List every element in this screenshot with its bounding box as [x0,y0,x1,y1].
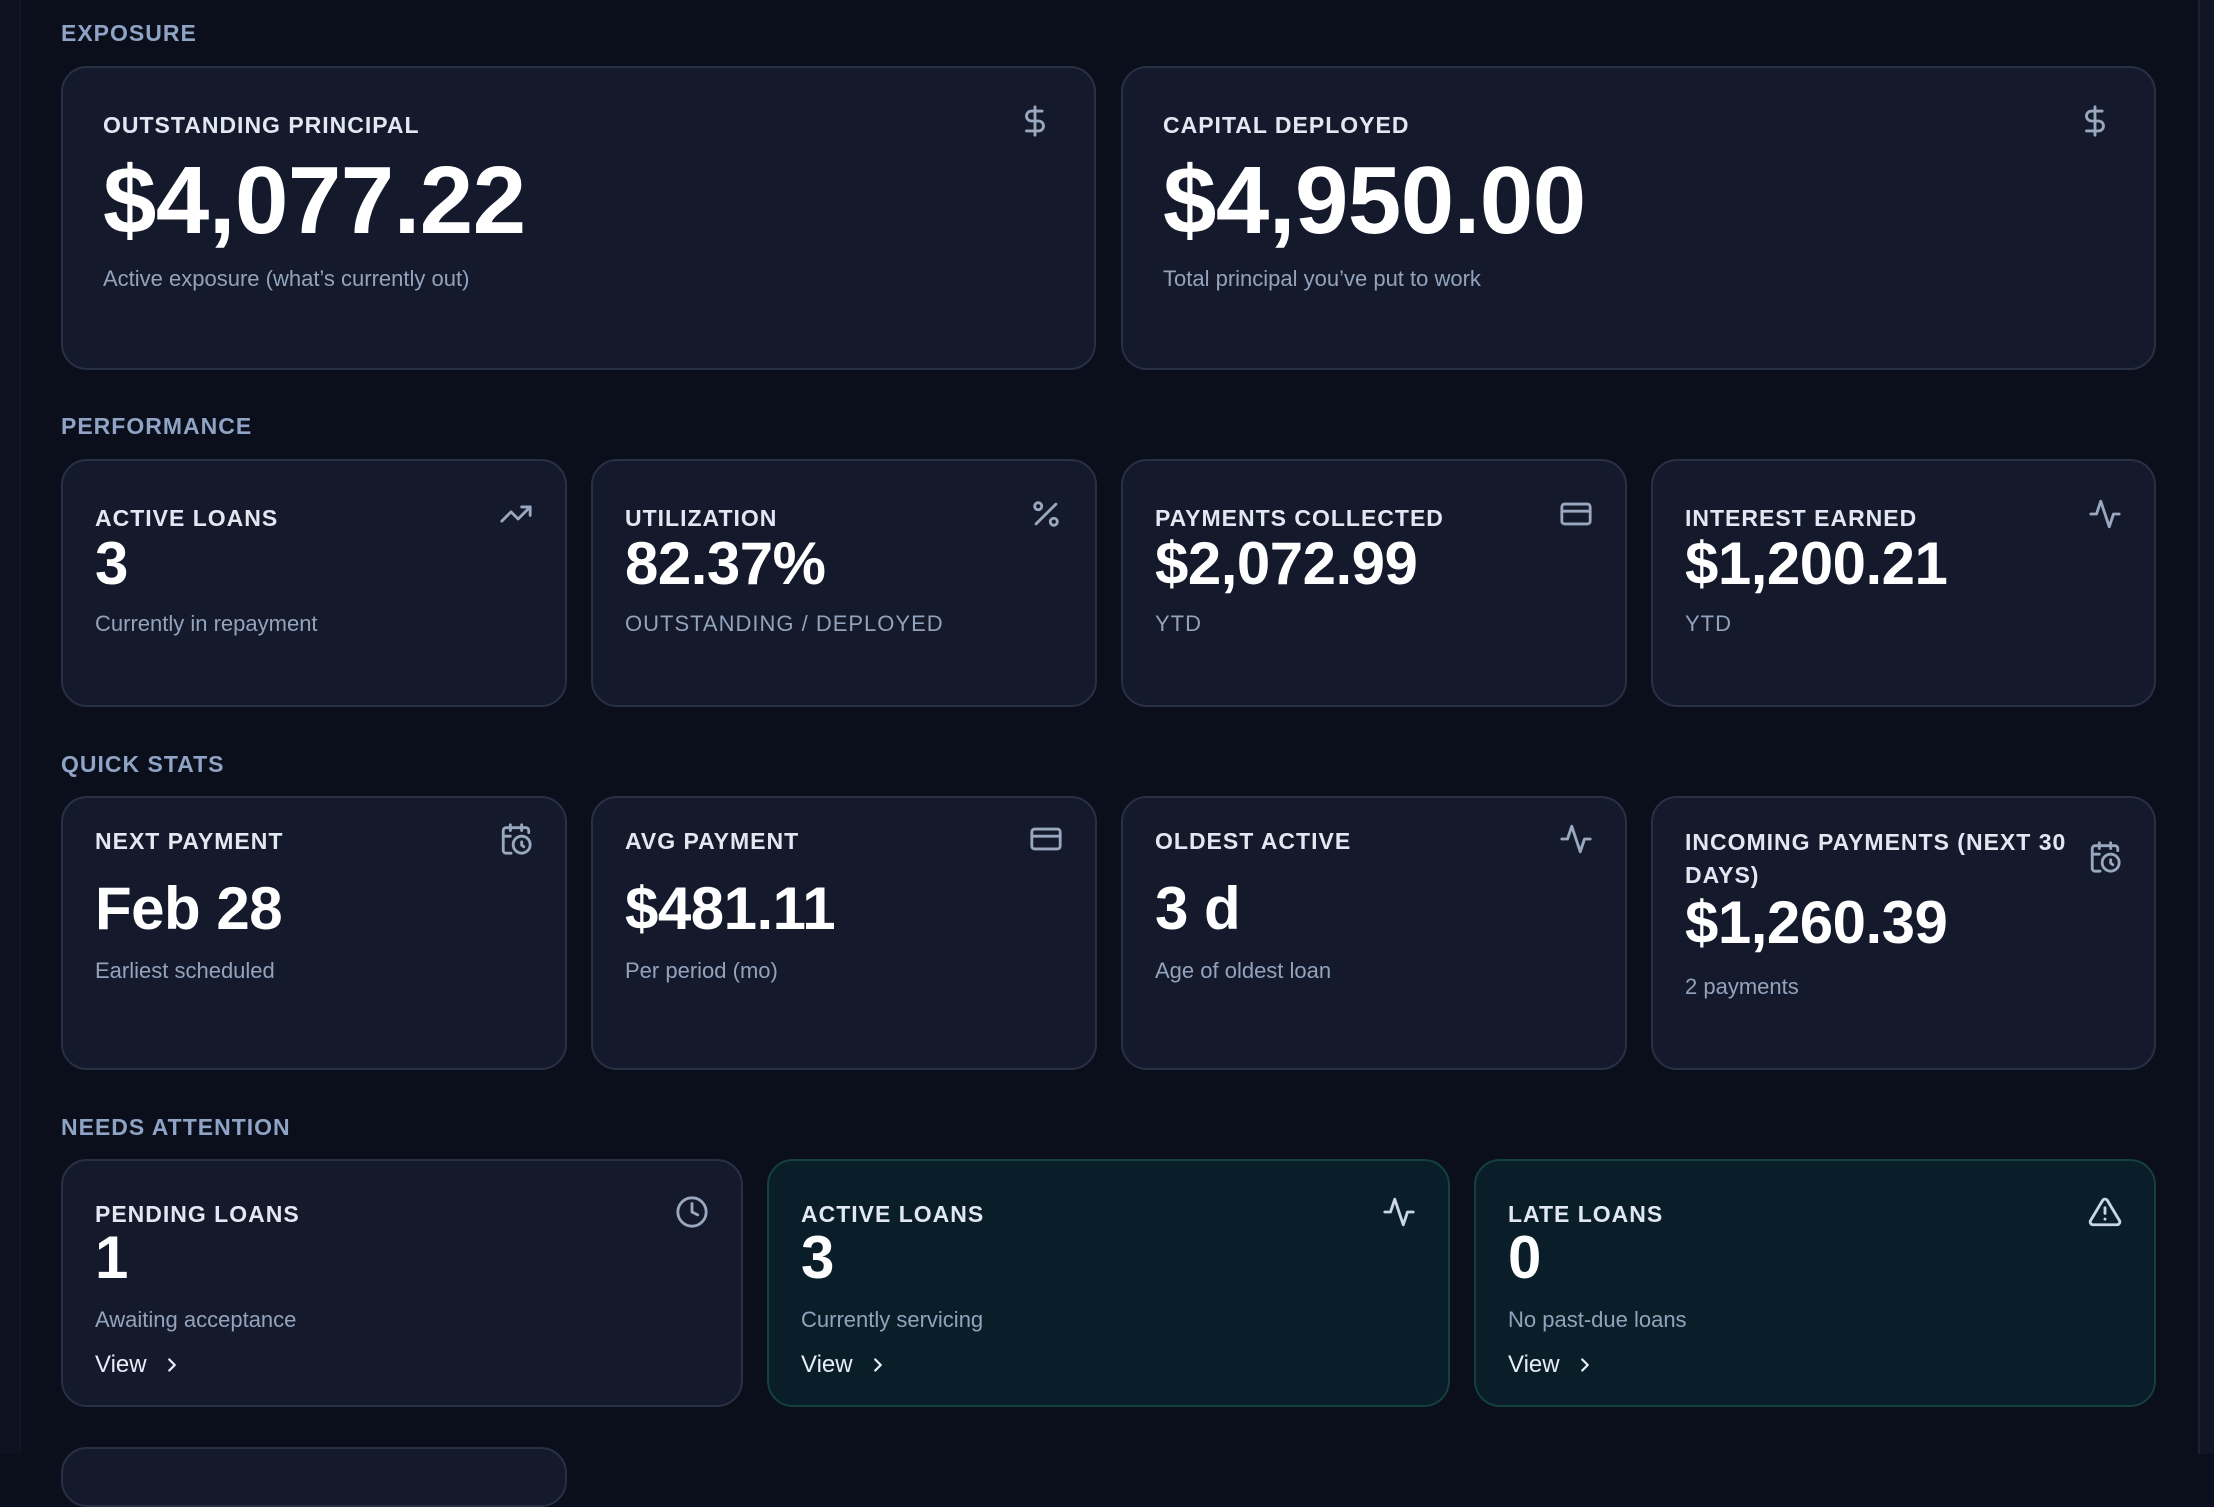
card-label: NEXT PAYMENT [95,828,284,854]
card-label-line1: INCOMING PAYMENTS (NEXT 30 [1685,829,2067,855]
view-pending-link[interactable]: View [95,1351,183,1379]
card-subtitle: No past-due loans [1508,1307,1687,1332]
card-subtitle: Earliest scheduled [95,958,275,983]
dollar-icon [1018,104,1052,138]
card-label: INCOMING PAYMENTS (NEXT 30 DAYS) [1685,826,2066,892]
card-value: $481.11 [625,875,836,942]
card-subtitle: Total principal you’ve put to work [1163,266,1481,291]
active-loans-card: ACTIVE LOANS 3 Currently in repayment [61,459,567,707]
pending-loans-card: PENDING LOANS 1 Awaiting acceptance View [61,1159,743,1407]
percent-icon [1029,497,1063,531]
avg-payment-card: AVG PAYMENT $481.11 Per period (mo) [591,796,1097,1070]
card-subtitle: Active exposure (what’s currently out) [103,266,470,291]
card-label: INTEREST EARNED [1685,505,1918,531]
utilization-card: UTILIZATION 82.37% OUTSTANDING / DEPLOYE… [591,459,1097,707]
card-label: CAPITAL DEPLOYED [1163,112,1410,138]
card-subtitle: YTD [1155,611,1202,636]
next-payment-card: NEXT PAYMENT Feb 28 Earliest scheduled [61,796,567,1070]
card-subtitle: YTD [1685,611,1732,636]
dollar-icon [2078,104,2112,138]
calendar-clock-icon [2088,840,2122,874]
chevron-right-icon [167,1358,176,1372]
clock-icon [675,1195,709,1229]
late-loans-card: LATE LOANS 0 No past-due loans View [1474,1159,2156,1407]
card-value: 3 [801,1224,834,1291]
card-label: OUTSTANDING PRINCIPAL [103,112,420,138]
chevron-right-icon [873,1358,882,1372]
view-link-label: View [1508,1351,1560,1378]
card-value: 3 [95,530,128,597]
card-value: 1 [95,1224,128,1291]
scrollbar[interactable] [2198,0,2214,1454]
active-loans-attention-card: ACTIVE LOANS 3 Currently servicing View [767,1159,1450,1407]
card-subtitle: Awaiting acceptance [95,1307,297,1332]
card-value: Feb 28 [95,875,283,942]
credit-card-icon [1029,822,1063,856]
section-title-performance: PERFORMANCE [61,413,253,439]
interest-earned-card: INTEREST EARNED $1,200.21 YTD [1651,459,2156,707]
card-label: ACTIVE LOANS [95,505,279,531]
card-label: ACTIVE LOANS [801,1201,985,1227]
capital-deployed-card: CAPITAL DEPLOYED $4,950.00 Total princip… [1121,66,2156,370]
payments-collected-card: PAYMENTS COLLECTED $2,072.99 YTD [1121,459,1627,707]
card-value: $1,260.39 [1685,889,1948,956]
alert-triangle-icon [2088,1195,2122,1229]
view-link-label: View [95,1351,147,1378]
chevron-right-icon [1580,1358,1589,1372]
activity-icon [1382,1195,1416,1229]
card-value: $1,200.21 [1685,530,1948,597]
section-title-exposure: EXPOSURE [61,20,197,46]
card-subtitle: 2 payments [1685,974,1799,999]
card-value: $4,077.22 [103,147,526,254]
view-link-label: View [801,1351,853,1378]
card-value: 3 d [1155,875,1241,942]
card-subtitle: Currently servicing [801,1307,984,1332]
page-left-edge [0,0,21,1454]
credit-card-icon [1559,497,1593,531]
card-subtitle: Per period (mo) [625,958,778,983]
section-title-needs-attention: NEEDS ATTENTION [61,1114,291,1140]
view-late-link[interactable]: View [1508,1351,1596,1379]
card-label: AVG PAYMENT [625,828,800,854]
section-title-quick-stats: QUICK STATS [61,751,225,777]
card-subtitle: OUTSTANDING / DEPLOYED [625,611,944,636]
activity-icon [1559,822,1593,856]
card-value: 0 [1508,1224,1541,1291]
outstanding-principal-card: OUTSTANDING PRINCIPAL $4,077.22 Active e… [61,66,1096,370]
next-card-partial [61,1447,567,1507]
card-value: $4,950.00 [1163,147,1586,254]
activity-icon [2088,497,2122,531]
card-subtitle: Currently in repayment [95,611,318,636]
trending-up-icon [499,497,533,531]
card-value: $2,072.99 [1155,530,1418,597]
card-label: PENDING LOANS [95,1201,300,1227]
card-label-line2: DAYS) [1685,862,1760,888]
card-label: PAYMENTS COLLECTED [1155,505,1444,531]
view-active-link[interactable]: View [801,1351,889,1379]
card-label: LATE LOANS [1508,1201,1664,1227]
card-subtitle: Age of oldest loan [1155,958,1332,983]
calendar-clock-icon [499,822,533,856]
card-value: 82.37% [625,530,826,597]
oldest-active-card: OLDEST ACTIVE 3 d Age of oldest loan [1121,796,1627,1070]
card-label: UTILIZATION [625,505,778,531]
card-label: OLDEST ACTIVE [1155,828,1352,854]
incoming-payments-card: INCOMING PAYMENTS (NEXT 30 DAYS) $1,260.… [1651,796,2156,1070]
